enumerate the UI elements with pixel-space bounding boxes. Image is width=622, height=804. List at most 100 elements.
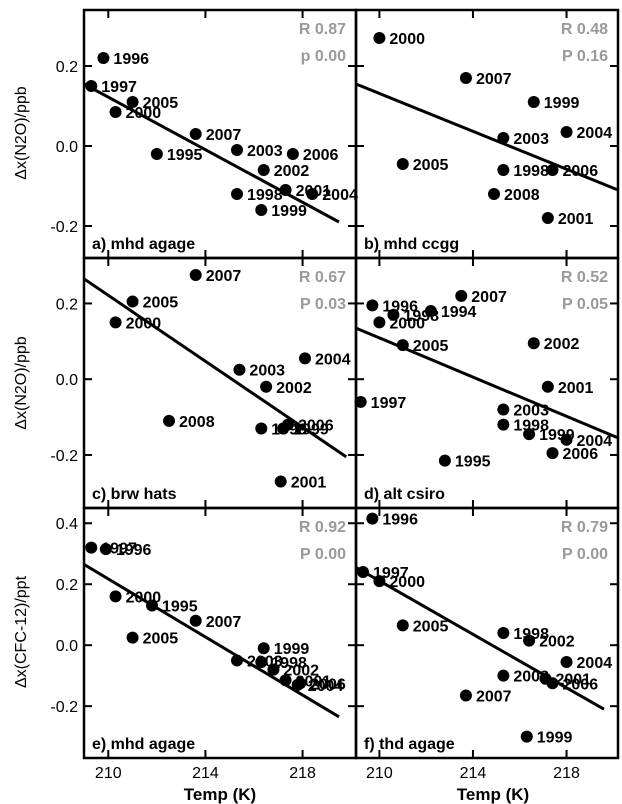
data-point	[109, 106, 122, 118]
data-point	[126, 96, 139, 108]
point-year-label: 2004	[308, 678, 344, 695]
data-point	[85, 80, 98, 92]
point-year-label: 1999	[544, 95, 580, 112]
data-point	[520, 730, 533, 743]
regression-line	[356, 82, 618, 192]
y-tick-label: 0.4	[56, 516, 78, 533]
stat-label: R 0.52	[561, 269, 608, 286]
point-year-label: 2006	[303, 147, 339, 164]
data-point	[126, 295, 139, 308]
data-point	[267, 663, 280, 676]
data-point	[163, 414, 175, 427]
point-year-label: 1997	[371, 395, 407, 412]
data-point	[150, 148, 163, 160]
data-point	[497, 403, 510, 416]
point-year-label: 1999	[274, 641, 310, 658]
y-tick-label: 0.2	[56, 296, 78, 313]
x-tick-label: 218	[289, 765, 316, 782]
data-point	[109, 590, 122, 603]
data-point	[497, 669, 510, 682]
point-year-label: 1998	[247, 187, 283, 204]
data-point	[560, 655, 573, 668]
point-year-label: 2006	[563, 163, 599, 180]
data-point	[497, 418, 510, 431]
y-axis-label-row1: Δx(N2O)/ppb	[13, 86, 30, 179]
point-year-label: 2004	[315, 351, 351, 368]
point-year-label: 2003	[249, 363, 285, 380]
data-point	[233, 363, 246, 376]
data-point	[260, 380, 273, 393]
data-point	[373, 32, 386, 44]
data-point	[497, 164, 510, 176]
data-point	[541, 212, 554, 224]
data-point	[99, 543, 112, 556]
data-point	[277, 422, 290, 435]
point-year-label: 1997	[101, 79, 137, 96]
data-point	[527, 96, 540, 108]
panel-title: a) mhd agage	[92, 236, 195, 253]
data-point	[366, 512, 379, 525]
point-year-label: 2005	[413, 157, 449, 174]
data-point	[366, 299, 379, 312]
point-year-label: 2003	[513, 403, 549, 420]
y-tick-label: 0.0	[56, 372, 78, 389]
data-point	[279, 674, 292, 687]
point-year-label: 2007	[471, 289, 507, 306]
y-tick-label: -0.2	[50, 699, 78, 716]
data-point	[455, 289, 468, 302]
data-point	[231, 144, 243, 156]
panel-title: b) mhd ccgg	[364, 236, 459, 253]
data-point	[523, 428, 536, 441]
figure-axis-labels: Temp (K) Temp (K) Δx(N2O)/ppb Δx(N2O)/pp…	[13, 86, 529, 804]
data-point	[387, 308, 400, 321]
point-year-label: 1995	[162, 599, 198, 616]
stat-label: R 0.79	[561, 519, 608, 536]
stat-label: R 0.92	[299, 519, 346, 536]
point-year-label: 2006	[298, 418, 334, 435]
point-year-label: 2007	[476, 71, 512, 88]
point-year-label: 2003	[513, 131, 549, 148]
data-point	[85, 541, 98, 554]
y-axis-label-row2: Δx(N2O)/ppb	[13, 336, 30, 429]
data-point	[97, 52, 110, 64]
point-year-label: 2007	[206, 614, 242, 631]
point-year-label: 2006	[310, 676, 346, 693]
regression-line	[356, 566, 605, 711]
data-point	[396, 158, 409, 170]
data-point	[459, 689, 472, 702]
point-year-label: 2000	[126, 105, 162, 122]
x-tick-label: 214	[192, 765, 219, 782]
data-point	[257, 642, 270, 655]
panel-2: 2000 2007 1999 2003 2004 2005 1998 2006 2008 2001…	[354, 8, 620, 260]
data-point	[274, 475, 287, 488]
y-tick-label: 0.0	[56, 638, 78, 655]
point-year-label: 2005	[413, 338, 449, 355]
data-point	[189, 614, 202, 627]
point-year-label: 1998	[271, 655, 307, 672]
x-tick-label: 214	[460, 765, 487, 782]
data-point	[189, 269, 202, 282]
point-year-label: 2001	[291, 474, 327, 491]
point-year-label: 2001	[558, 380, 594, 397]
point-year-label: 1996	[382, 512, 418, 529]
data-point	[396, 339, 409, 352]
point-year-label: 2002	[539, 634, 575, 651]
stat-label: R 0.67	[299, 269, 346, 286]
point-year-label: 2000	[389, 315, 425, 332]
y-tick-label: 0.0	[56, 139, 78, 156]
y-axis-label-row3: Δx(CFC-12)/ppt	[13, 575, 30, 688]
data-point	[255, 655, 268, 668]
y-tick-label: -0.2	[50, 448, 78, 465]
data-point	[306, 188, 319, 200]
data-point	[231, 654, 243, 667]
regression-line	[84, 563, 340, 719]
point-year-label: 2000	[126, 315, 162, 332]
point-year-label: 2005	[143, 95, 179, 112]
point-year-label: 1997	[101, 541, 137, 558]
x-axis-label-left: Temp (K)	[184, 785, 256, 804]
point-year-label: 2002	[544, 336, 580, 353]
